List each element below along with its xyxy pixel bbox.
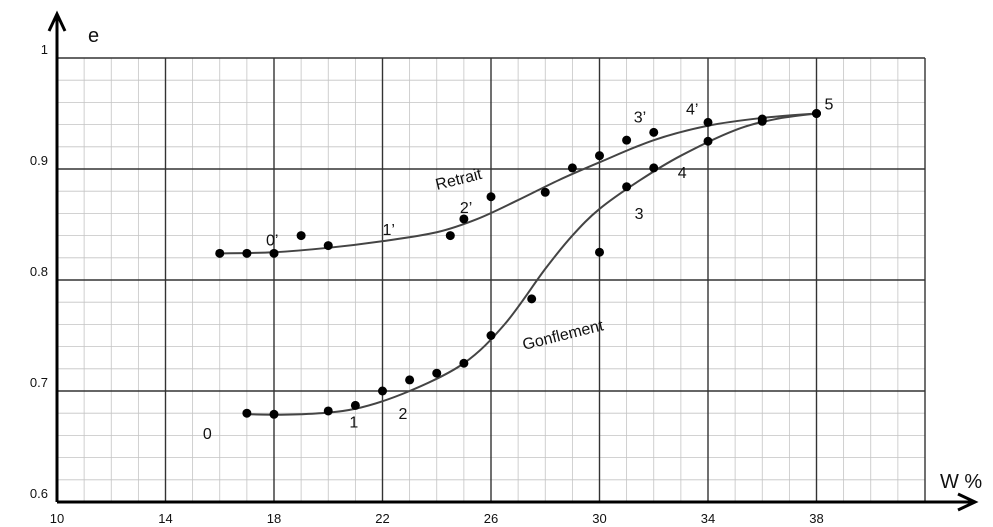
y-tick-label: 0.6 bbox=[30, 486, 48, 501]
data-point-retrait bbox=[242, 248, 252, 258]
point-label: 0’ bbox=[266, 232, 278, 249]
data-point-gonflement bbox=[323, 406, 333, 416]
data-point-retrait bbox=[459, 214, 469, 224]
point-labels: 0’ 1’ 2’ 3’ 4’ 0 1 2 3 4 5 bbox=[203, 97, 834, 444]
data-point-retrait bbox=[323, 241, 333, 251]
x-tick-label: 34 bbox=[701, 511, 715, 526]
curve-label-gonflement: Gonflement bbox=[521, 317, 606, 354]
point-label: 4 bbox=[678, 165, 687, 182]
y-tick-label: 0.9 bbox=[30, 153, 48, 168]
data-point-retrait bbox=[445, 231, 455, 241]
y-tick-label: 0.7 bbox=[30, 375, 48, 390]
x-axis-arrow bbox=[957, 492, 979, 512]
data-point-gonflement bbox=[459, 358, 469, 368]
y-tick-label: 1 bbox=[41, 42, 48, 57]
axes bbox=[47, 10, 979, 512]
x-axis-title: W % bbox=[940, 471, 982, 493]
x-tick-label: 10 bbox=[50, 511, 64, 526]
point-label: 3’ bbox=[634, 109, 646, 126]
curve-label-retrait: Retrait bbox=[434, 166, 484, 194]
data-point-gonflement bbox=[269, 409, 279, 419]
y-tick-label: 0.8 bbox=[30, 264, 48, 279]
data-point-retrait bbox=[486, 192, 496, 202]
data-point-gonflement bbox=[405, 375, 415, 385]
data-point-retrait bbox=[595, 151, 604, 161]
data-point-gonflement bbox=[432, 368, 442, 378]
data-point-retrait bbox=[269, 248, 279, 258]
y-axis-arrow bbox=[47, 10, 67, 32]
data-point-retrait bbox=[622, 135, 632, 145]
data-point-retrait bbox=[296, 231, 306, 241]
data-point-gonflement bbox=[757, 116, 767, 126]
point-label: 1’ bbox=[383, 222, 395, 239]
data-point-retrait bbox=[215, 248, 225, 258]
tick-labels: 10 14 18 22 26 30 34 380.60.70.80.91 bbox=[30, 42, 824, 526]
x-tick-label: 26 bbox=[484, 511, 498, 526]
point-label: 2 bbox=[399, 406, 408, 423]
data-point-gonflement bbox=[622, 182, 632, 192]
point-label: 4’ bbox=[686, 101, 698, 118]
point-label: 1 bbox=[349, 414, 358, 431]
major-grid bbox=[57, 57, 926, 502]
data-point-gonflement bbox=[378, 386, 387, 396]
x-tick-label: 38 bbox=[809, 511, 823, 526]
data-point-gonflement bbox=[527, 294, 537, 304]
data-point-gonflement bbox=[812, 109, 821, 118]
data-point-retrait bbox=[540, 187, 550, 197]
data-point-gonflement bbox=[649, 163, 659, 173]
data-point-gonflement bbox=[350, 400, 360, 410]
x-tick-label: 22 bbox=[375, 511, 389, 526]
data-point-retrait bbox=[703, 117, 713, 127]
data-point-gonflement bbox=[595, 247, 604, 257]
data-points bbox=[215, 109, 821, 419]
curve-gonflement bbox=[246, 112, 817, 416]
data-point-retrait bbox=[567, 163, 577, 173]
point-label: 3 bbox=[635, 206, 644, 223]
data-point-retrait bbox=[649, 127, 659, 137]
x-tick-label: 30 bbox=[592, 511, 606, 526]
data-point-gonflement bbox=[486, 331, 496, 340]
point-label: 2’ bbox=[460, 200, 472, 217]
point-label: 0 bbox=[203, 426, 212, 443]
x-tick-label: 14 bbox=[158, 511, 172, 526]
point-label: 5 bbox=[825, 97, 834, 114]
data-point-gonflement bbox=[242, 408, 252, 418]
y-axis-title: e bbox=[88, 25, 99, 47]
data-point-gonflement bbox=[703, 136, 713, 146]
x-tick-label: 18 bbox=[267, 511, 281, 526]
